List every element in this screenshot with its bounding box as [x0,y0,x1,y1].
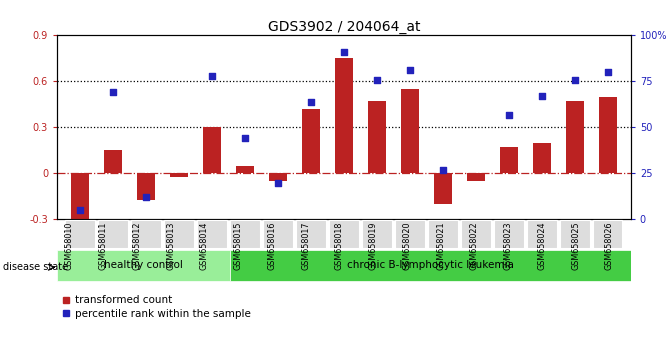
Text: GSM658010: GSM658010 [65,221,74,270]
Point [372,77,382,82]
Bar [500,147,518,173]
FancyBboxPatch shape [362,220,392,247]
FancyBboxPatch shape [65,220,95,247]
Bar [269,173,287,181]
Bar [433,173,452,204]
Bar [302,109,320,173]
Text: chronic B-lymphocytic leukemia: chronic B-lymphocytic leukemia [347,261,514,270]
Point [569,77,580,82]
FancyBboxPatch shape [527,220,556,247]
Text: GSM658018: GSM658018 [335,221,344,270]
Bar [467,173,485,181]
FancyBboxPatch shape [164,220,194,247]
Text: GSM658025: GSM658025 [571,221,580,270]
Point [536,93,547,99]
FancyBboxPatch shape [395,220,425,247]
Point [74,207,85,213]
Text: GSM658012: GSM658012 [132,221,142,270]
Bar [599,97,617,173]
Text: GSM658026: GSM658026 [605,221,614,270]
FancyBboxPatch shape [57,250,230,281]
Text: GSM658022: GSM658022 [470,221,479,270]
Text: GSM658024: GSM658024 [537,221,546,270]
Point [603,69,613,75]
FancyBboxPatch shape [263,220,293,247]
Point [503,112,514,118]
Text: healthy control: healthy control [104,261,183,270]
FancyBboxPatch shape [560,220,590,247]
Legend: transformed count, percentile rank within the sample: transformed count, percentile rank withi… [62,296,250,319]
Text: GSM658015: GSM658015 [234,221,243,270]
FancyBboxPatch shape [98,220,128,247]
FancyBboxPatch shape [296,220,325,247]
Text: GSM658011: GSM658011 [99,221,107,270]
Bar [401,89,419,173]
Text: GSM658020: GSM658020 [403,221,411,270]
Bar [566,101,584,173]
Bar [71,173,89,229]
FancyBboxPatch shape [494,220,523,247]
Title: GDS3902 / 204064_at: GDS3902 / 204064_at [268,21,420,34]
Bar [203,127,221,173]
Point [437,167,448,173]
FancyBboxPatch shape [428,220,458,247]
Bar [533,143,551,173]
FancyBboxPatch shape [230,220,260,247]
Bar [368,101,386,173]
Text: GSM658017: GSM658017 [301,221,310,270]
Text: GSM658019: GSM658019 [368,221,378,270]
Text: GSM658021: GSM658021 [436,221,445,270]
Point [305,99,316,104]
Point [405,68,415,73]
Text: GSM658014: GSM658014 [200,221,209,270]
Bar [104,150,122,173]
FancyBboxPatch shape [329,220,359,247]
Bar [137,173,155,200]
Point [108,90,119,95]
Text: GSM658023: GSM658023 [504,221,513,270]
FancyBboxPatch shape [592,220,623,247]
Point [207,73,217,79]
Point [339,49,350,55]
FancyBboxPatch shape [197,220,227,247]
Bar [335,58,353,173]
FancyBboxPatch shape [230,250,631,281]
FancyBboxPatch shape [132,220,161,247]
Point [240,136,250,141]
Point [141,195,152,200]
FancyBboxPatch shape [461,220,491,247]
Point [272,180,283,185]
Text: GSM658013: GSM658013 [166,221,175,270]
Text: GSM658016: GSM658016 [267,221,276,270]
Text: disease state: disease state [3,262,68,272]
Bar [236,166,254,173]
Bar [170,173,188,177]
